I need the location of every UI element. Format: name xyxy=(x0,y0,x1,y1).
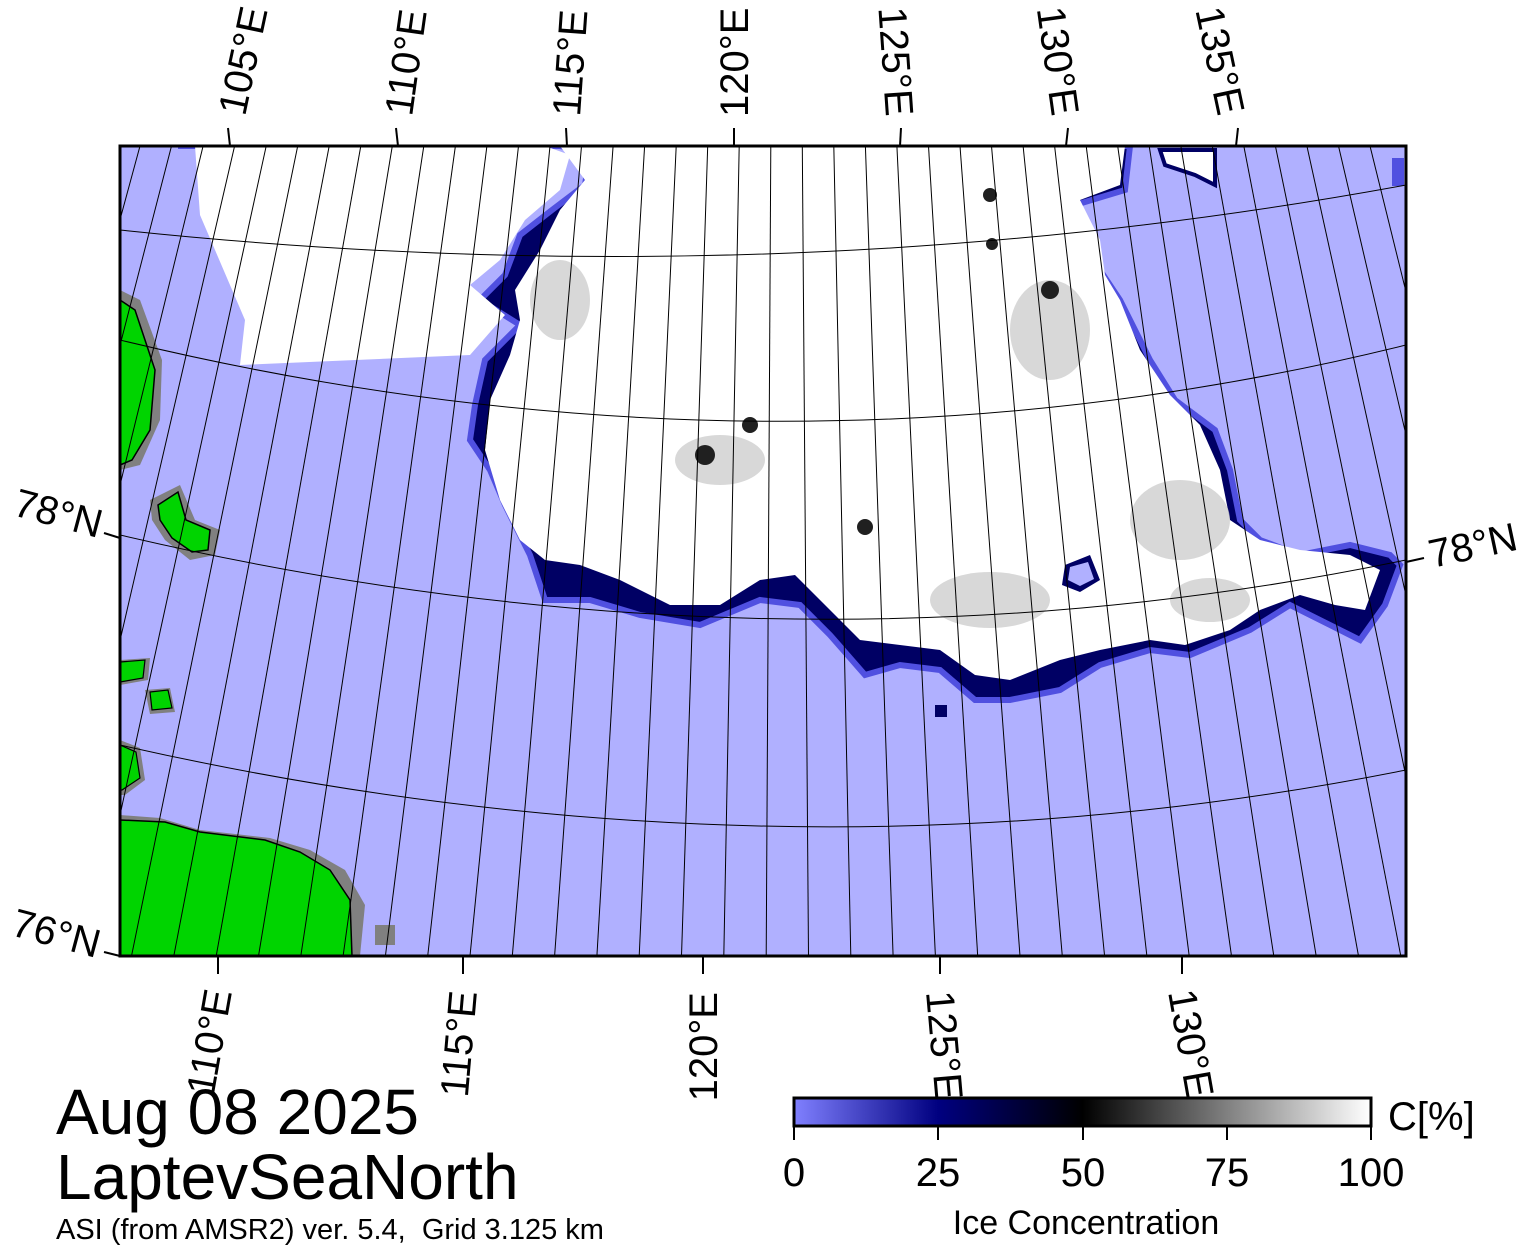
meridian-line xyxy=(300,146,425,956)
meridian-line xyxy=(384,146,488,956)
land xyxy=(120,290,395,956)
top-longitude-labels: 105°E 110°E 115°E 120°E 125°E 130°E 135°… xyxy=(211,3,1252,119)
map-source: ASI (from AMSR2) ver. 5.4, Grid 3.125 km xyxy=(56,1214,604,1246)
map-date: Aug 08 2025 xyxy=(56,1076,419,1148)
meridian-line xyxy=(896,146,936,956)
meridian-line xyxy=(1243,146,1402,956)
meridian-line xyxy=(1117,146,1232,956)
meridian-line xyxy=(120,146,204,488)
lon-label-top: 125°E xyxy=(869,5,921,117)
meridian-line xyxy=(681,146,709,956)
colorbar-tick-label: 75 xyxy=(1205,1151,1250,1195)
meridian-line xyxy=(554,146,614,956)
lon-label-top: 115°E xyxy=(545,8,596,117)
meridian-line xyxy=(1306,146,1406,599)
meridian-line xyxy=(120,146,236,643)
colorbar-unit-label: C[%] xyxy=(1388,1095,1475,1139)
lat-label-left: 76°N xyxy=(7,901,105,967)
meridian-line xyxy=(1211,146,1359,956)
lon-label-top: 120°E xyxy=(713,8,757,117)
meridian-line xyxy=(469,146,551,956)
meridian-line xyxy=(596,146,646,956)
colorbar-tick-label: 25 xyxy=(916,1151,961,1195)
map-frame xyxy=(118,144,1408,958)
lon-label-bottom: 120°E xyxy=(682,992,726,1101)
meridian-line xyxy=(120,146,267,818)
lon-label-top: 110°E xyxy=(377,7,435,119)
lat-label-left: 78°N xyxy=(9,481,107,547)
meridian-line xyxy=(120,146,172,348)
colorbar: 0 25 50 75 100 C[%] Ice Concentration xyxy=(783,1095,1475,1242)
meridian-line xyxy=(1148,146,1275,956)
colorbar-gradient xyxy=(792,1096,1373,1128)
lon-label-bottom: 115°E xyxy=(433,989,486,1099)
lon-label-top: 135°E xyxy=(1186,3,1252,119)
lon-label-top: 105°E xyxy=(211,3,277,119)
meridian-line xyxy=(1085,146,1190,956)
colorbar-title: Ice Concentration xyxy=(953,1204,1220,1242)
meridian-line xyxy=(342,146,456,956)
meridian-line xyxy=(258,146,393,956)
meridian-line xyxy=(864,146,894,956)
meridian-line xyxy=(1054,146,1148,956)
meridian-line xyxy=(1274,146,1406,780)
meridian-line xyxy=(1369,146,1406,294)
map-region: LaptevSeaNorth xyxy=(56,1141,519,1213)
meridian-line xyxy=(833,146,852,956)
meridian-line xyxy=(991,146,1063,956)
meridian-line xyxy=(215,146,362,956)
meridian-line xyxy=(1180,146,1317,956)
meridian-line xyxy=(131,146,299,956)
lon-label-top: 130°E xyxy=(1028,4,1087,118)
lat-label-right: 78°N xyxy=(1425,515,1522,577)
lon-label-bottom: 130°E xyxy=(1159,986,1221,1101)
meridian-line xyxy=(511,146,582,956)
meridian-line xyxy=(928,146,979,956)
lon-label-bottom: 125°E xyxy=(917,989,970,1102)
meridian-line xyxy=(427,146,519,956)
meridian-line xyxy=(173,146,330,956)
meridian-line xyxy=(723,146,740,956)
meridian-line xyxy=(1022,146,1106,956)
colorbar-tick-label: 100 xyxy=(1338,1151,1405,1195)
colorbar-tick-label: 0 xyxy=(783,1151,805,1195)
meridian-line xyxy=(1338,146,1406,438)
map-area xyxy=(120,146,1406,956)
colorbar-tick-label: 50 xyxy=(1061,1151,1106,1195)
meridian-line xyxy=(801,146,809,956)
meridian-line xyxy=(765,146,772,956)
frame-ticks xyxy=(103,127,1425,974)
sea-ice xyxy=(178,146,1404,717)
